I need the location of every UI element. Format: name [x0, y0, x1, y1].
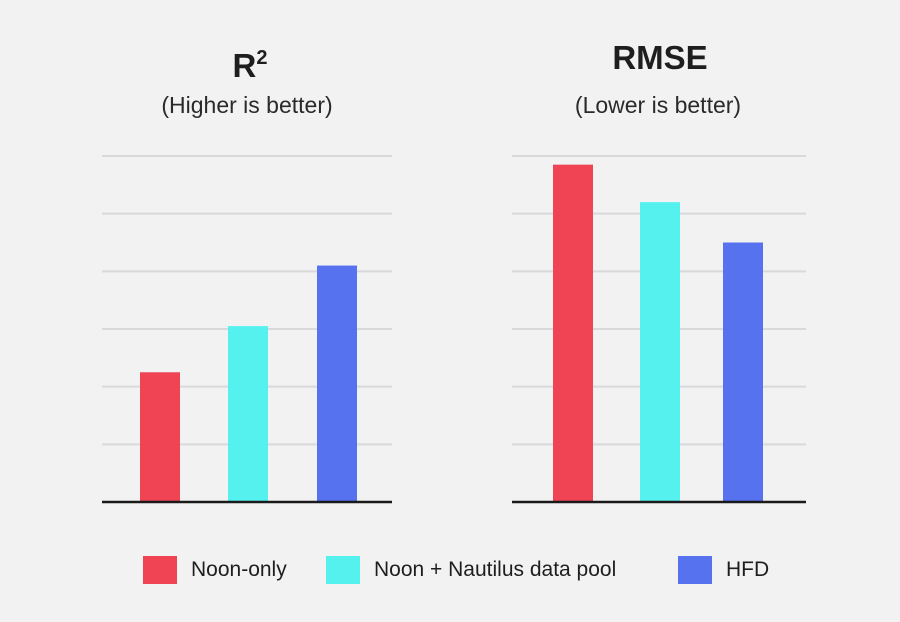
rmse-chart-title: RMSE — [510, 38, 810, 78]
r2-bar-hfd — [317, 265, 357, 502]
rmse-chart-subtitle: (Lower is better) — [574, 92, 742, 118]
r2-bar-noon-only — [140, 372, 180, 502]
legend-item-hfd: HFD — [678, 553, 769, 587]
rmse-bar-noon-only — [553, 164, 593, 502]
legend-swatch-noon-nautilus — [326, 556, 360, 584]
r2-title-superscript: 2 — [256, 47, 268, 69]
rmse-title-text: RMSE — [612, 39, 708, 76]
legend-label-noon-only: Noon-only — [191, 558, 287, 581]
r2-bar-noon-nautilus — [228, 326, 268, 502]
r2-chart-title: R2 — [100, 38, 400, 86]
legend-item-noon-only: Noon-only — [143, 553, 287, 587]
legend-swatch-hfd — [678, 556, 712, 584]
r2-chart-subtitle: (Higher is better) — [161, 92, 333, 118]
r2-title-text: R — [232, 47, 257, 84]
legend-item-noon-nautilus: Noon + Nautilus data pool — [326, 553, 616, 587]
legend-swatch-noon-only — [143, 556, 177, 584]
rmse-bar-hfd — [723, 242, 763, 502]
legend-label-hfd: HFD — [726, 558, 770, 581]
legend: Noon-only Noon + Nautilus data pool HFD — [0, 553, 900, 587]
legend-label-noon-nautilus: Noon + Nautilus data pool — [374, 558, 617, 581]
rmse-bar-noon-nautilus — [640, 202, 680, 502]
